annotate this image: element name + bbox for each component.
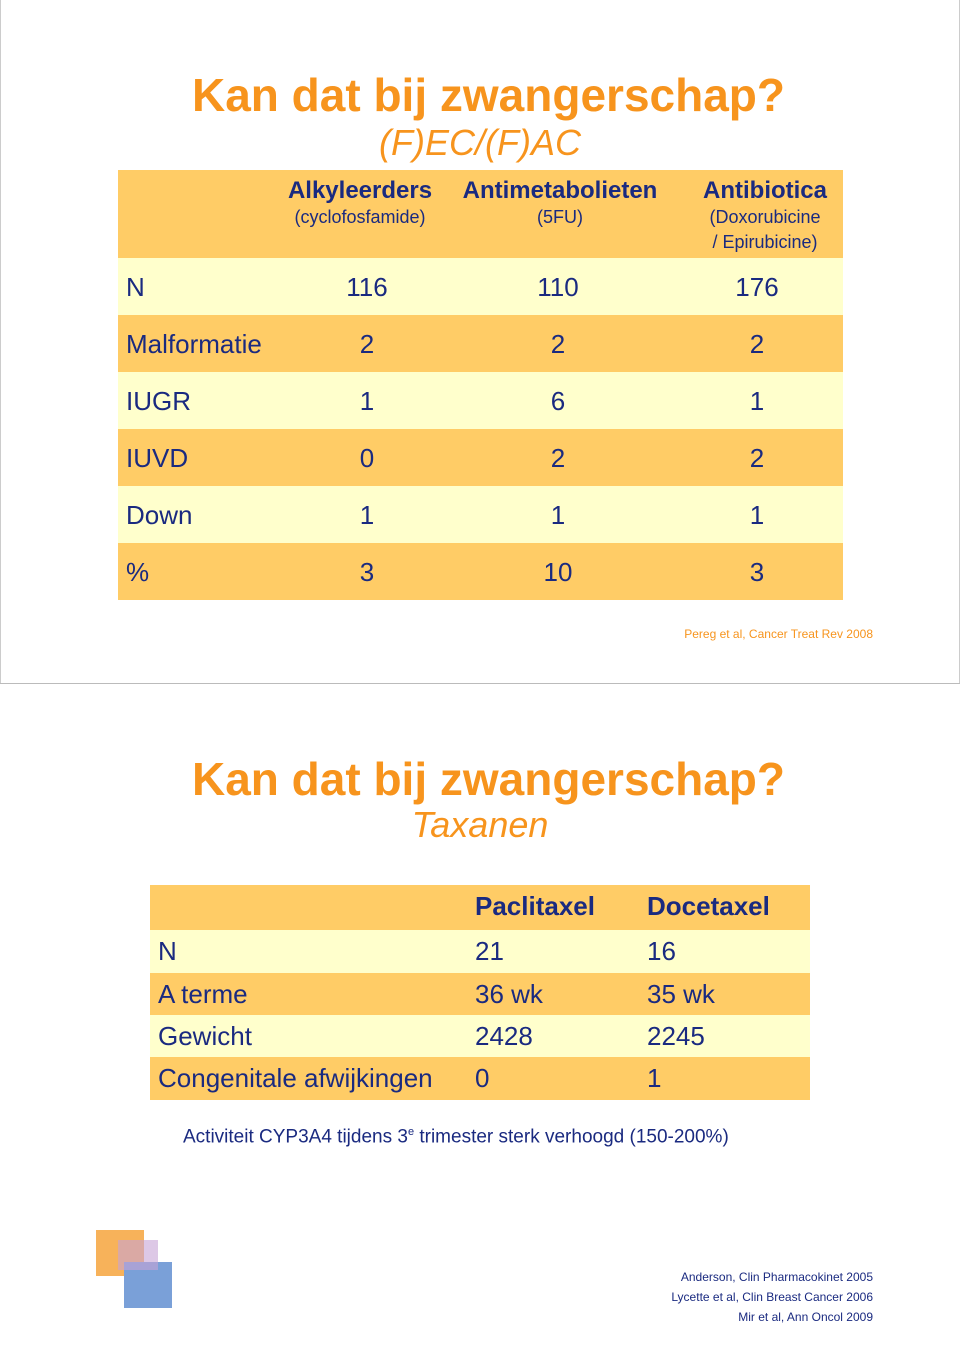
table-cell: 1: [359, 500, 375, 530]
table-row: [118, 429, 843, 486]
table-cell: 2428: [475, 1021, 533, 1051]
table-cell: 1: [647, 1063, 662, 1093]
slide-title: Kan dat bij zwangerschap?: [192, 753, 785, 805]
table-cell: 3: [359, 557, 375, 587]
table-cell: 176: [735, 272, 779, 302]
table-cell: 2: [749, 329, 765, 359]
column-subheader: (cyclofosfamide): [294, 207, 426, 227]
row-label: A terme: [158, 979, 248, 1009]
table-cell: 1: [749, 386, 765, 416]
table-cell: 1: [359, 386, 375, 416]
row-label: N: [158, 936, 177, 966]
table-row: [118, 486, 843, 543]
table-row: [150, 1057, 810, 1100]
row-label: IUGR: [126, 386, 191, 416]
row-label: Congenitale afwijkingen: [158, 1063, 433, 1093]
table-cell: 0: [475, 1063, 490, 1093]
table-cell: 110: [537, 272, 579, 302]
table-cell: 2: [550, 443, 566, 473]
table-cell: 2: [550, 329, 566, 359]
slide-subtitle: (F)EC/(F)AC: [379, 122, 581, 163]
column-subheader: (5FU): [537, 207, 583, 227]
table-cell: 3: [749, 557, 765, 587]
column-header: Paclitaxel: [475, 891, 595, 921]
table-cell: 6: [550, 386, 566, 416]
table-header: [118, 170, 843, 258]
table-cell: 116: [346, 272, 388, 302]
reference: Anderson, Clin Pharmacokinet 2005: [680, 1270, 873, 1284]
reference: Lycette et al, Clin Breast Cancer 2006: [671, 1290, 873, 1304]
slide-subtitle: Taxanen: [411, 804, 549, 845]
table-cell: 35 wk: [647, 979, 715, 1009]
table-cell: 21: [475, 936, 504, 966]
column-subheader: (Doxorubicine: [709, 207, 821, 227]
table-row: [150, 973, 810, 1015]
table-cell: 16: [647, 936, 676, 966]
note: Activiteit CYP3A4 tijdens 3e trimester s…: [183, 1126, 729, 1148]
table-cell: 2: [359, 329, 375, 359]
slide-divider: [0, 683, 960, 684]
note-sup: e: [407, 1126, 415, 1138]
row-label: Gewicht: [158, 1021, 252, 1051]
column-header: Antimetabolieten: [462, 177, 658, 204]
table-row: [118, 543, 843, 600]
row-label: N: [126, 272, 145, 302]
column-header: Alkyleerders: [287, 177, 433, 204]
table-row: [150, 930, 810, 973]
table-cell: 0: [359, 443, 375, 473]
table-cell: 36 wk: [475, 979, 543, 1009]
table-cell: 2: [749, 443, 765, 473]
column-header: Docetaxel: [647, 891, 770, 921]
table-row: [118, 372, 843, 429]
table-row: [150, 1015, 810, 1057]
column-header: Antibiotica: [703, 177, 827, 204]
note-text: trimester sterk verhoogd (150-200%): [414, 1126, 729, 1148]
row-label: %: [126, 557, 150, 587]
logo-figure: [118, 1240, 158, 1270]
row-label: IUVD: [126, 443, 189, 473]
note-text: Activiteit CYP3A4 tijdens 3: [183, 1126, 408, 1148]
table-cell: 2245: [647, 1021, 705, 1051]
table-header: [150, 885, 810, 930]
reference: Mir et al, Ann Oncol 2009: [738, 1310, 873, 1324]
slide-title: Kan dat bij zwangerschap?: [192, 69, 785, 121]
table-cell: 1: [550, 500, 566, 530]
row-label: Down: [126, 500, 193, 530]
column-subheader: / Epirubicine): [712, 232, 818, 252]
row-label: Malformatie: [126, 329, 262, 359]
table-cell: 10: [543, 557, 573, 587]
table-row: [118, 258, 843, 315]
source: Pereg et al, Cancer Treat Rev 2008: [684, 627, 873, 641]
table-row: [118, 315, 843, 372]
table-cell: 1: [749, 500, 765, 530]
